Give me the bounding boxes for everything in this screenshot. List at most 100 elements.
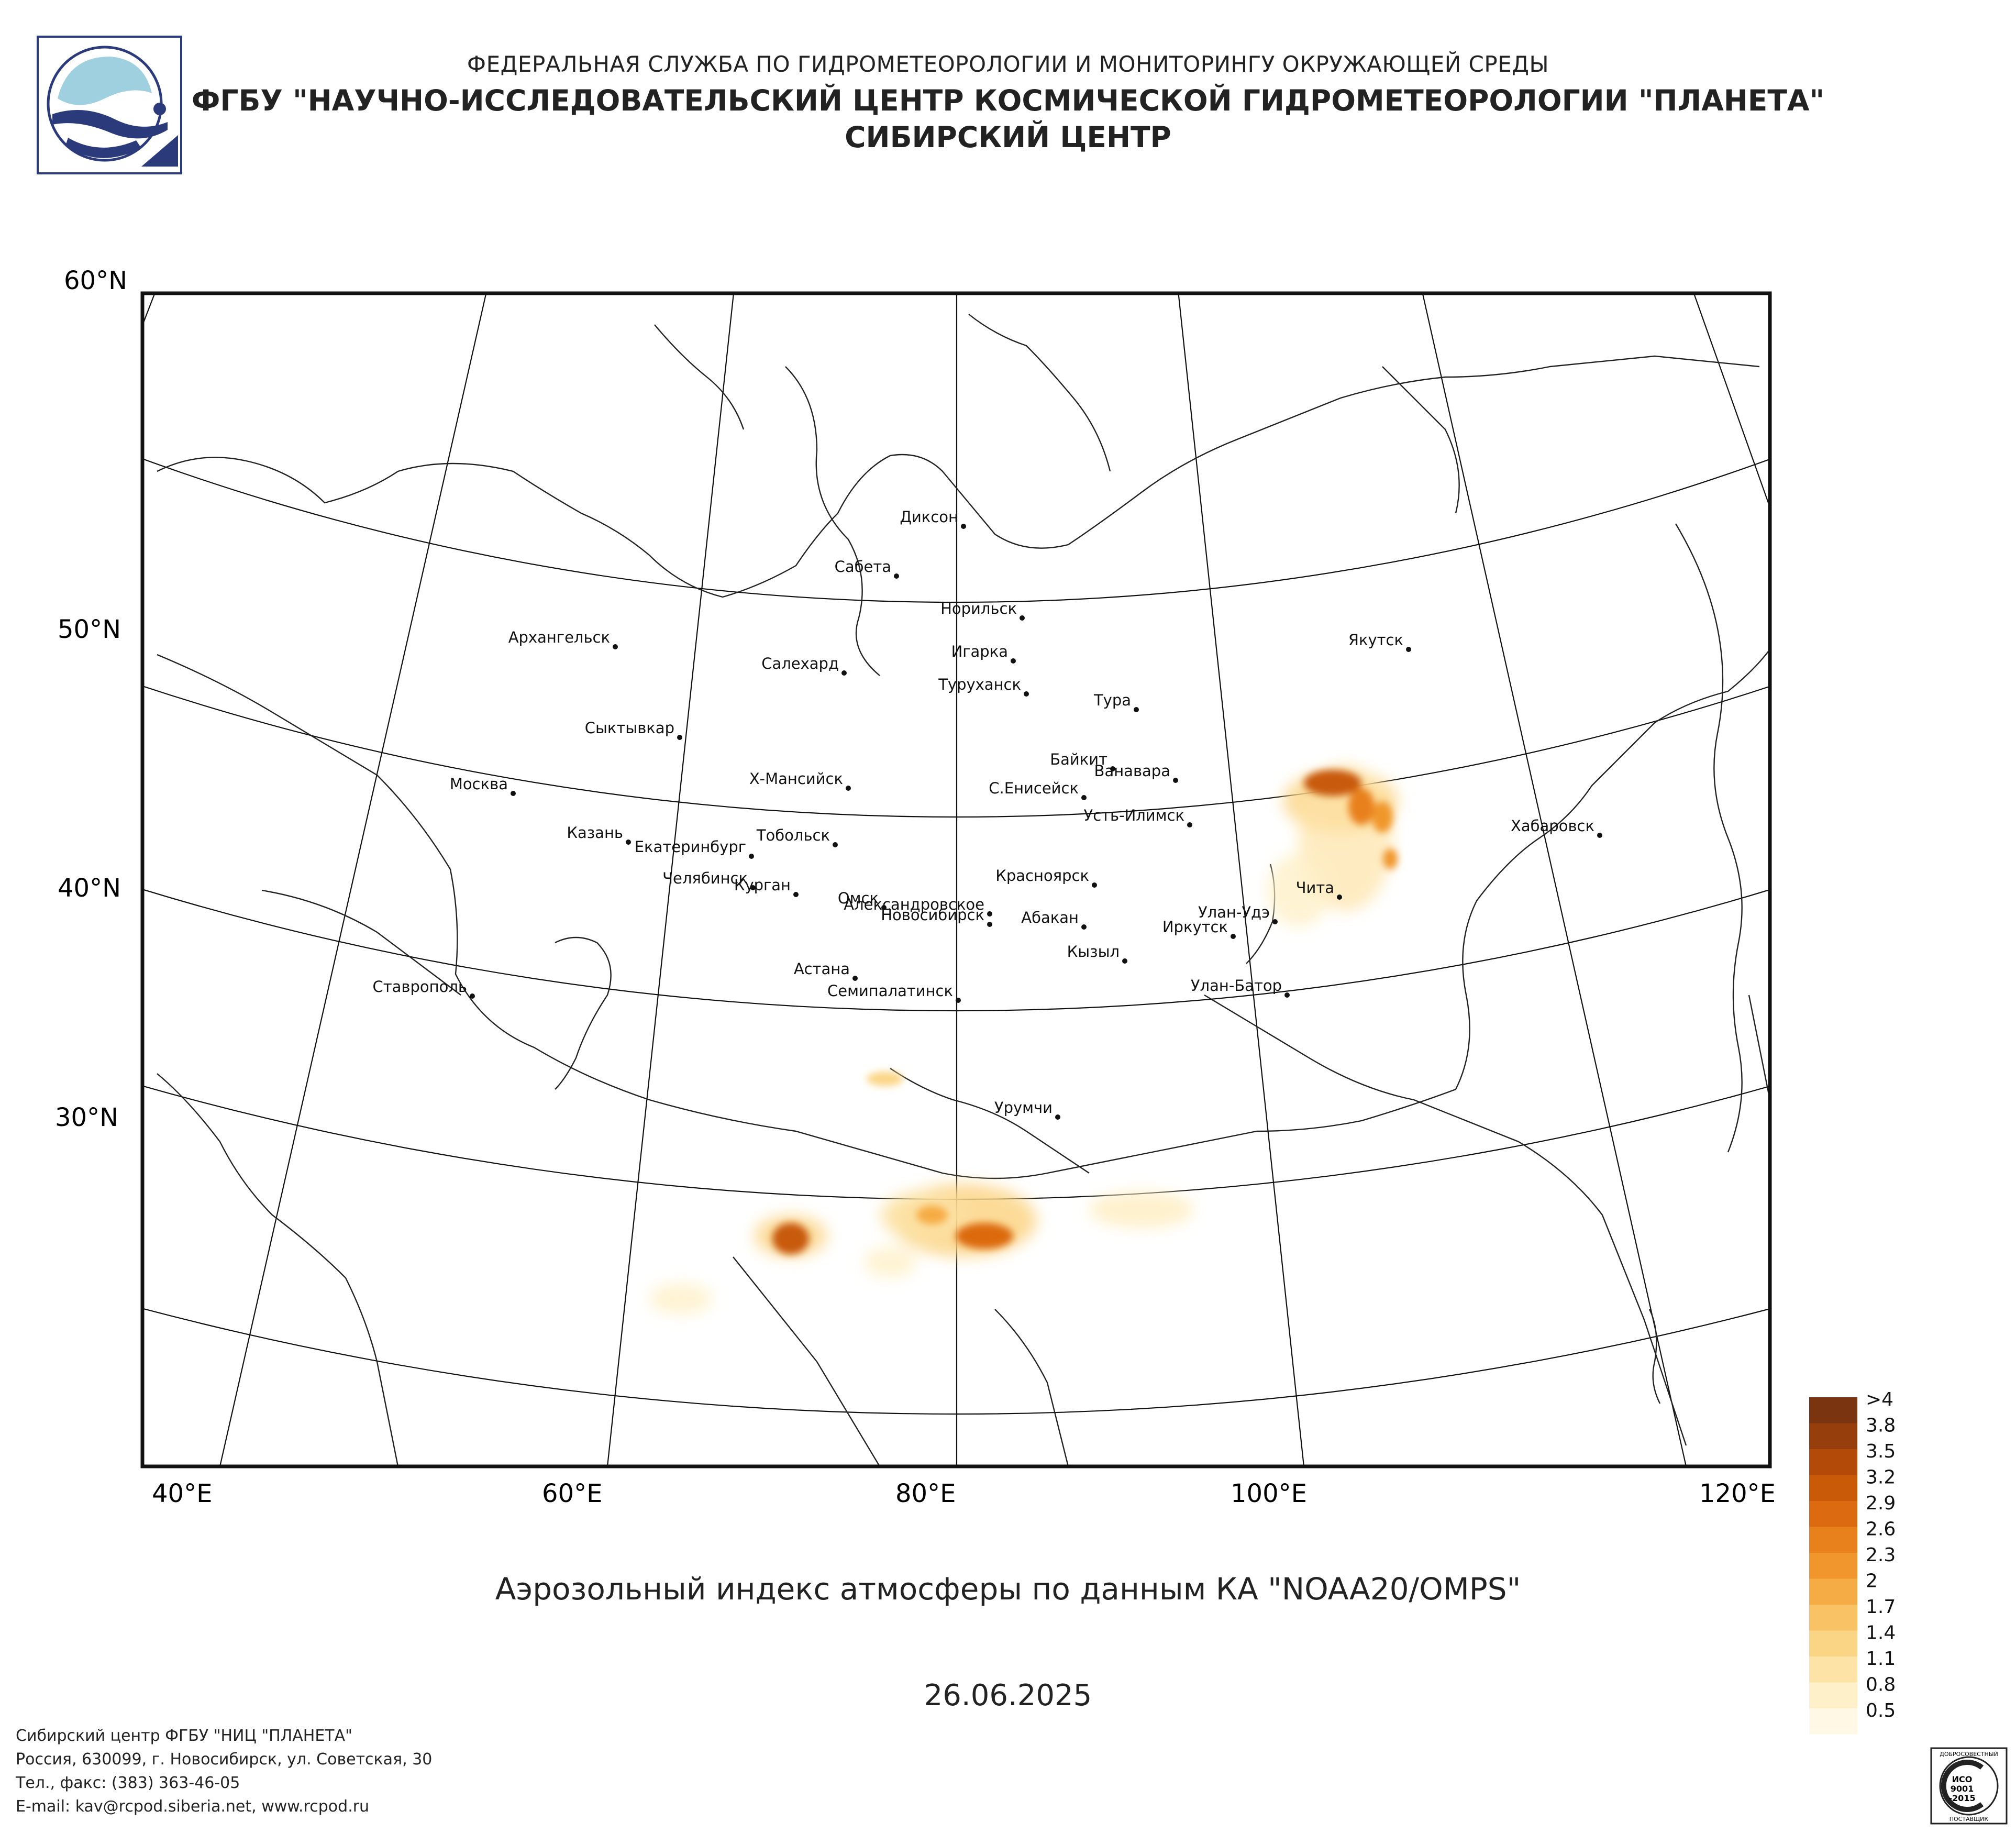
city-label: Х-Мансийск [749,770,843,788]
city-label: Игарка [951,643,1008,660]
header-agency: ФЕДЕРАЛЬНАЯ СЛУЖБА ПО ГИДРОМЕТЕОРОЛОГИИ … [467,51,1549,77]
city-label: Астана [794,960,850,978]
legend-label: 3.2 [1866,1467,1896,1488]
lat-label-40: 40°N [58,874,121,903]
city-marker [470,993,475,999]
city-marker [841,670,847,676]
legend-swatch [1809,1449,1857,1475]
lon-label-120: 120°E [1699,1479,1776,1508]
city-label: Абакан [1021,909,1079,926]
city-marker [1092,882,1097,888]
legend-swatch [1809,1553,1857,1579]
city-marker [852,976,858,981]
footer-line-address: Россия, 630099, г. Новосибирск, ул. Сове… [16,1750,433,1769]
legend-label: >4 [1866,1389,1893,1410]
cert-2015: -2015 [1948,1793,1975,1803]
city-marker [1024,691,1029,697]
city-label: Урумчи [994,1099,1053,1117]
header-center: СИБИРСКИЙ ЦЕНТР [845,120,1171,154]
city-label: Байкит [1050,750,1107,768]
city-marker [894,573,899,579]
legend-swatch [1809,1708,1857,1735]
city-marker [1272,919,1278,924]
city-marker [1122,958,1127,964]
lon-label-100: 100°E [1231,1479,1307,1508]
lon-label-80: 80°E [895,1479,956,1508]
city-label: Ванавара [1094,762,1170,780]
city-label: Новосибирск [881,906,984,924]
legend-label: 2 [1866,1571,1878,1592]
legend-swatch [1809,1630,1857,1657]
city-label: Улан-Удэ [1198,903,1270,921]
city-label: Усть-Илимск [1084,807,1184,824]
city-marker [1173,778,1178,783]
header-institute: ФГБУ "НАУЧНО-ИССЛЕДОВАТЕЛЬСКИЙ ЦЕНТР КОС… [191,84,1825,117]
coastlines-borders [157,314,1770,1466]
city-label: Екатеринбург [635,838,746,856]
city-label: Сыктывкар [585,719,674,737]
legend-swatch [1809,1605,1857,1631]
city-label: Сабета [835,558,891,576]
city-label: Красноярск [995,867,1089,885]
lat-label-30: 30°N [55,1103,118,1132]
cert-iso: ИСО [1952,1774,1973,1784]
city-marker [677,735,682,740]
city-marker [961,524,966,529]
city-label: Челябинск [662,869,748,887]
map-frame [140,291,1772,1468]
city-label: С.Енисейск [989,779,1079,797]
city-label: Архангельск [508,628,610,646]
footer-line-email: E-mail: kav@rcpod.siberia.net, www.rcpod… [16,1797,370,1816]
footer-line-org: Сибирский центр ФГБУ "НИЦ "ПЛАНЕТА" [16,1727,352,1745]
city-label: Хабаровск [1511,817,1594,835]
legend-label: 2.9 [1866,1493,1896,1514]
lat-label-60: 60°N [64,266,127,295]
color-legend: >4 3.8 3.5 3.2 2.9 2.6 2.3 2 1.7 1.4 1.1 0.8 0.5 [1809,1389,1896,1735]
city-marker [626,840,631,845]
legend-swatch [1809,1682,1857,1708]
city-marker [1284,992,1290,998]
city-marker [750,885,756,890]
city-marker [749,854,754,859]
footer-contacts: Сибирский центр ФГБУ "НИЦ "ПЛАНЕТА" Росс… [16,1724,432,1818]
city-label: Норильск [940,600,1017,617]
city-marker [613,644,618,649]
legend-swatch [1809,1423,1857,1449]
cert-top-text: ДОБРОСОВЕСТНЫЙ [1940,1751,1998,1758]
city-marker [1081,924,1087,930]
city-label: Тобольск [756,826,830,844]
city-marker [511,791,516,796]
legend-label: 0.8 [1866,1674,1896,1696]
city-label: Москва [450,775,508,793]
city-label: Чита [1296,879,1334,897]
map-subtitle: Аэрозольный индекс атмосферы по данным К… [495,1571,1521,1607]
map-area [142,293,1770,1466]
legend-label: 1.1 [1866,1648,1896,1670]
city-marker [1110,766,1115,771]
city-label: Ставрополь [373,978,468,996]
legend-swatch [1809,1397,1857,1423]
city-label: Туруханск [938,676,1021,693]
city-marker [1337,895,1342,900]
legend-label: 3.8 [1866,1415,1896,1437]
city-label: Александровское [844,896,984,913]
legend-swatch [1809,1527,1857,1553]
city-label: Тура [1093,691,1131,709]
legend-label: 2.3 [1866,1544,1896,1566]
legend-swatch [1809,1501,1857,1527]
city-label: Омск [838,889,879,907]
city-marker [1011,658,1016,664]
city-label: Улан-Батор [1191,977,1282,995]
city-marker [1597,833,1602,838]
city-label: Якутск [1348,631,1403,649]
city-marker [793,892,799,897]
city-marker [956,998,961,1003]
legend-label: 1.7 [1866,1596,1896,1618]
cert-bottom-text: ПОСТАВЩИК [1949,1816,1989,1823]
city-label: Кызыл [1067,943,1120,960]
city-label: Салехард [761,655,839,672]
city-marker [987,911,992,916]
lat-label-50: 50°N [58,615,121,644]
iso-certificate-badge: ДОБРОСОВЕСТНЫЙ ИСО 9001 -2015 ПОСТАВЩИК [1930,1747,2008,1825]
